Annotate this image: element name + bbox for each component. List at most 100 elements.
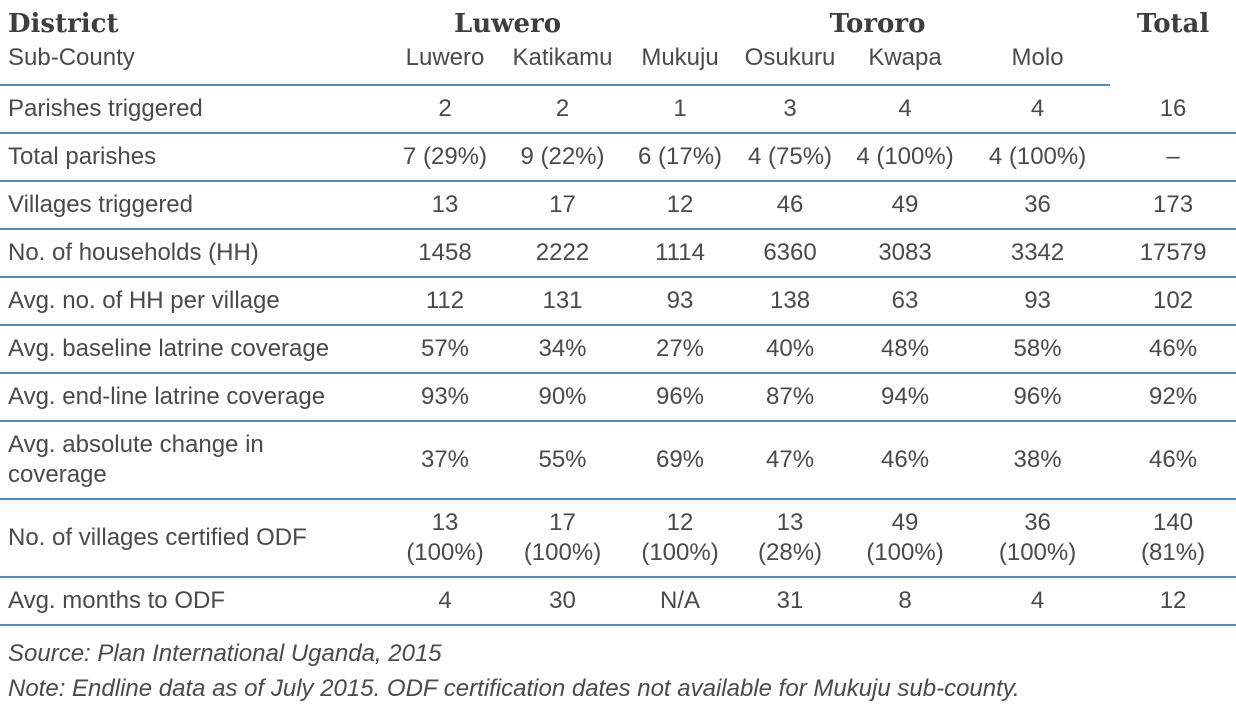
source-note: Source: Plan International Uganda, 2015 <box>8 640 442 667</box>
data-cell: 2222 <box>500 229 625 278</box>
total-cell: 46% <box>1110 325 1236 374</box>
data-cell: 12 <box>625 181 736 230</box>
endline-note: Note: Endline data as of July 2015. ODF … <box>8 675 1020 702</box>
data-cell: 37% <box>390 421 500 500</box>
subcounty-col-kwapa: Kwapa <box>845 41 966 86</box>
data-cell: 17 <box>500 181 625 230</box>
data-cell: 2 <box>390 85 500 134</box>
data-cell: 94% <box>845 373 966 422</box>
data-cell: 34% <box>500 325 625 374</box>
data-cell: 36 (100%) <box>965 499 1111 578</box>
district-header-row: District Luwero Tororo Total <box>0 0 1236 41</box>
data-cell: 3083 <box>845 229 966 278</box>
data-cell: 6 (17%) <box>625 133 736 182</box>
data-cell: 8 <box>845 577 966 626</box>
total-cell: 92% <box>1110 373 1236 422</box>
subcounty-col-mukuju: Mukuju <box>625 41 736 86</box>
subcounty-col-osukuru: Osukuru <box>735 41 846 86</box>
data-cell: 6360 <box>735 229 846 278</box>
district-group-tororo: Tororo <box>829 9 926 39</box>
data-cell: 138 <box>735 277 846 326</box>
row-label: No. of households (HH) <box>0 229 390 278</box>
data-cell: 4 (100%) <box>965 133 1111 182</box>
data-cell: 48% <box>845 325 966 374</box>
data-cell: 2 <box>500 85 625 134</box>
data-cell: 4 <box>965 85 1111 134</box>
data-cell: 13 (100%) <box>390 499 500 578</box>
data-cell: N/A <box>625 577 736 626</box>
table-row: Parishes triggered 2 2 1 3 4 4 16 <box>0 85 1236 134</box>
table-row: Avg. months to ODF 4 30 N/A 31 8 4 12 <box>0 577 1236 626</box>
data-cell: 46% <box>845 421 966 500</box>
data-cell: 12 (100%) <box>625 499 736 578</box>
data-cell: 4 <box>965 577 1111 626</box>
data-cell: 93 <box>625 277 736 326</box>
data-cell: 49 (100%) <box>845 499 966 578</box>
row-label: Total parishes <box>0 133 390 182</box>
data-cell: 7 (29%) <box>390 133 500 182</box>
subcounty-col-katikamu: Katikamu <box>500 41 625 86</box>
table-row: No. of households (HH) 1458 2222 1114 6360 30… <box>0 229 1236 278</box>
total-cell: 12 <box>1110 577 1236 626</box>
data-cell: 57% <box>390 325 500 374</box>
data-cell: 38% <box>965 421 1111 500</box>
data-cell: 58% <box>965 325 1111 374</box>
subcounty-total-spacer <box>1110 41 1236 85</box>
data-cell: 87% <box>735 373 846 422</box>
data-cell: 30 <box>500 577 625 626</box>
data-cell: 13 <box>390 181 500 230</box>
subcounty-col-molo: Molo <box>965 41 1111 86</box>
data-cell: 27% <box>625 325 736 374</box>
data-cell: 63 <box>845 277 966 326</box>
row-label: Avg. absolute change in coverage <box>0 421 390 500</box>
data-cell: 13 (28%) <box>735 499 846 578</box>
data-cell: 93 <box>965 277 1111 326</box>
row-label: Avg. months to ODF <box>0 577 390 626</box>
row-label: Villages triggered <box>0 181 390 230</box>
data-cell: 69% <box>625 421 736 500</box>
data-cell: 1114 <box>625 229 736 278</box>
table-row: No. of villages certified ODF 13 (100%) 17… <box>0 499 1236 578</box>
table-row: Villages triggered 13 17 12 46 49 36 173 <box>0 181 1236 230</box>
data-cell: 93% <box>390 373 500 422</box>
total-cell: – <box>1110 133 1236 182</box>
data-cell: 47% <box>735 421 846 500</box>
data-cell: 1 <box>625 85 736 134</box>
table-row: Avg. absolute change in coverage 37% 55% 69… <box>0 421 1236 500</box>
total-cell: 46% <box>1110 421 1236 500</box>
district-group-luwero: Luwero <box>453 9 562 39</box>
data-cell: 4 <box>845 85 966 134</box>
data-cell: 3342 <box>965 229 1111 278</box>
row-label: Avg. end-line latrine coverage <box>0 373 390 422</box>
data-cell: 3 <box>735 85 846 134</box>
data-cell: 131 <box>500 277 625 326</box>
data-cell: 112 <box>390 277 500 326</box>
row-label: Avg. no. of HH per village <box>0 277 390 326</box>
row-label: Parishes triggered <box>0 85 390 134</box>
total-cell: 16 <box>1110 85 1236 134</box>
subcounty-header-label: Sub-County <box>0 41 390 86</box>
subcounty-header-row: Sub-County Luwero Katikamu Mukuju Osukur… <box>0 41 1236 86</box>
data-cell: 4 (100%) <box>845 133 966 182</box>
total-cell: 173 <box>1110 181 1236 230</box>
data-cell: 4 <box>390 577 500 626</box>
total-cell: 17579 <box>1110 229 1236 278</box>
data-cell: 36 <box>965 181 1111 230</box>
district-header-label: District <box>8 9 119 39</box>
row-label: No. of villages certified ODF <box>0 499 390 578</box>
data-cell: 4 (75%) <box>735 133 846 182</box>
data-cell: 49 <box>845 181 966 230</box>
subcounty-col-luwero: Luwero <box>390 41 500 86</box>
data-cell: 55% <box>500 421 625 500</box>
data-cell: 1458 <box>390 229 500 278</box>
total-cell: 102 <box>1110 277 1236 326</box>
data-cell: 17 (100%) <box>500 499 625 578</box>
data-cell: 31 <box>735 577 846 626</box>
data-cell: 9 (22%) <box>500 133 625 182</box>
data-cell: 40% <box>735 325 846 374</box>
data-cell: 96% <box>965 373 1111 422</box>
data-cell: 46 <box>735 181 846 230</box>
data-cell: 90% <box>500 373 625 422</box>
total-column-header: Total <box>1136 9 1210 39</box>
table-row: Avg. end-line latrine coverage 93% 90% 96% 8… <box>0 373 1236 422</box>
